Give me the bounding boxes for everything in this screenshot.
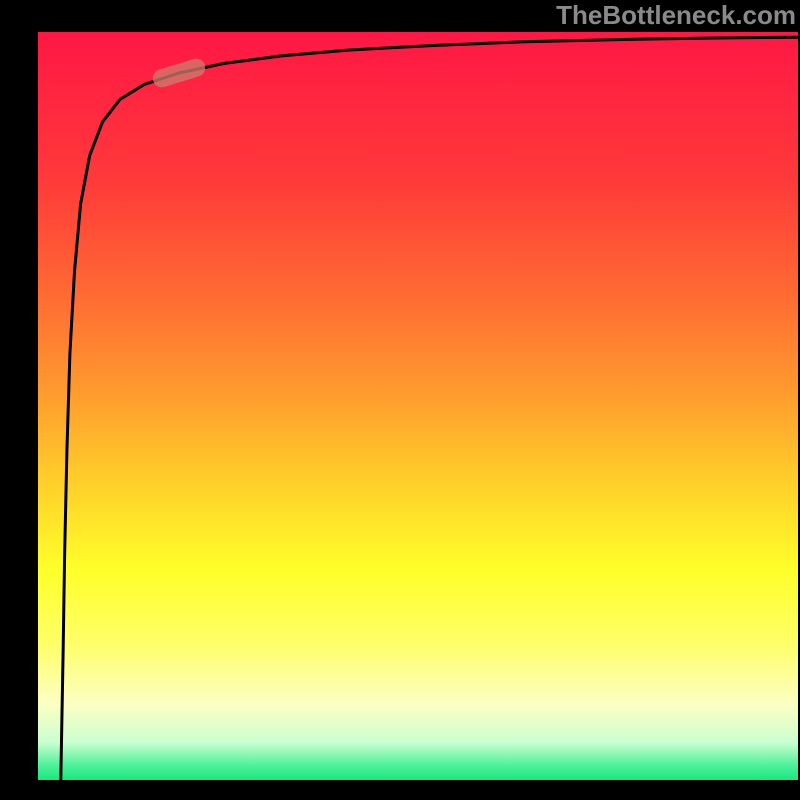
- plot-area: [38, 32, 798, 780]
- chart-canvas: TheBottleneck.com: [0, 0, 800, 800]
- watermark-text: TheBottleneck.com: [556, 0, 796, 31]
- background-gradient: [38, 32, 798, 780]
